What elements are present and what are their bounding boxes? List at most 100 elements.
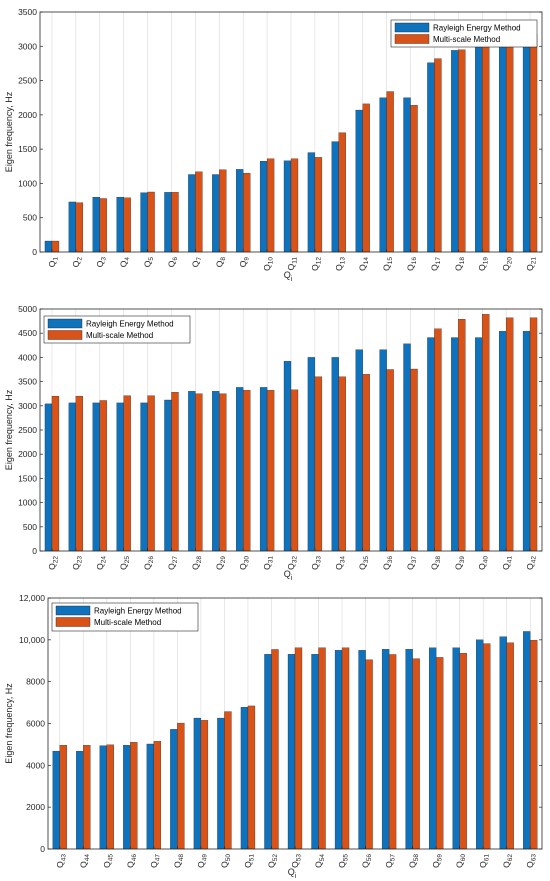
bar-multiscale	[200, 720, 209, 850]
x-tick-label: Q61	[478, 854, 491, 868]
bar-rayleigh	[116, 196, 124, 253]
x-tick-label: Q60	[455, 854, 468, 868]
bar-rayleigh	[212, 174, 220, 253]
y-tick-label: 0	[32, 247, 37, 257]
y-tick-label: 1000	[18, 178, 37, 188]
legend-label: Rayleigh Energy Method	[86, 320, 174, 329]
bar-multiscale	[153, 741, 162, 850]
x-tick-label: Q24	[95, 556, 108, 570]
legend-label: Rayleigh Energy Method	[94, 607, 182, 616]
x-tick-label: Q39	[453, 556, 466, 570]
x-tick-label: Q7	[190, 257, 203, 268]
y-tick-label: 3000	[18, 41, 37, 51]
bar-rayleigh	[236, 169, 244, 253]
legend: Rayleigh Energy Method Multi-scale Method	[51, 602, 199, 632]
y-tick-label: 4500	[18, 328, 37, 338]
x-tick-label: Q5	[143, 257, 156, 268]
bar-multiscale	[123, 395, 131, 552]
bar-rayleigh	[259, 160, 268, 253]
bar-rayleigh	[331, 357, 339, 552]
bar-rayleigh	[355, 109, 363, 253]
bar-multiscale	[51, 395, 60, 552]
x-tick-label: Q56	[361, 854, 374, 868]
bar-multiscale	[410, 105, 418, 253]
x-tick-label: Q54	[314, 854, 327, 868]
x-tick-label: Q49	[196, 854, 209, 868]
y-tick-label: 0	[32, 546, 37, 556]
bar-rayleigh	[523, 631, 531, 850]
bar-rayleigh	[240, 707, 249, 850]
bar-rayleigh	[283, 160, 292, 253]
bar-multiscale	[294, 647, 303, 850]
bar-rayleigh	[427, 337, 435, 552]
x-tick-label: Q37	[406, 556, 419, 570]
y-tick-label: 1000	[18, 498, 37, 508]
x-tick-label: Q23	[71, 556, 84, 570]
x-tick-label: Q18	[453, 257, 466, 271]
y-tick-label: 3000	[18, 401, 37, 411]
bar-multiscale	[362, 374, 370, 552]
y-tick-label: 2000	[18, 110, 37, 120]
bar-multiscale	[435, 657, 444, 850]
y-tick-label: 3500	[18, 7, 37, 17]
bar-multiscale	[434, 58, 442, 253]
y-tick-label: 4000	[26, 760, 45, 770]
legend-swatch	[394, 22, 430, 33]
bar-rayleigh	[68, 402, 77, 552]
bar-multiscale	[147, 395, 155, 552]
bar-multiscale	[75, 395, 84, 552]
y-tick-label: 1500	[18, 144, 37, 154]
x-tick-label: Q4	[119, 257, 131, 268]
bar-multiscale	[314, 376, 323, 552]
bar-rayleigh	[379, 97, 387, 253]
x-tick-label: Q59	[431, 854, 444, 868]
x-tick-label: Q27	[166, 556, 179, 570]
x-tick-label: Q62	[502, 854, 515, 868]
legend-label: Multi-scale Method	[86, 331, 153, 340]
bar-rayleigh	[123, 745, 131, 850]
bar-rayleigh	[68, 201, 77, 253]
bar-multiscale	[195, 171, 203, 253]
x-tick-label: Q63	[525, 854, 538, 868]
x-tick-label: Q38	[429, 556, 442, 570]
bar-rayleigh	[92, 196, 100, 253]
x-tick-label: Q16	[406, 257, 419, 271]
bar-rayleigh	[476, 639, 484, 850]
bar-multiscale	[83, 745, 91, 850]
x-axis-label: Qi	[284, 569, 293, 582]
x-tick-label: Q20	[501, 257, 513, 271]
bar-multiscale	[505, 42, 514, 253]
bar-multiscale	[338, 132, 346, 253]
x-tick-label: Q57	[384, 854, 397, 868]
bar-multiscale	[318, 647, 326, 850]
bar-rayleigh	[212, 391, 220, 552]
bar-multiscale	[123, 197, 131, 253]
bar-rayleigh	[217, 717, 225, 850]
x-tick-label: Q31	[262, 556, 275, 570]
x-tick-label: Q13	[334, 257, 347, 271]
bar-multiscale	[459, 653, 467, 850]
bar-multiscale	[243, 172, 251, 253]
bar-multiscale	[506, 642, 514, 850]
x-tick-label: Q9	[238, 257, 251, 268]
bar-rayleigh	[76, 750, 84, 850]
bar-multiscale	[410, 368, 418, 552]
bar-rayleigh	[334, 650, 343, 850]
x-tick-label: Q10	[262, 257, 275, 271]
bar-multiscale	[434, 328, 442, 552]
y-tick-label: 2000	[18, 449, 37, 459]
x-tick-label: Q33	[310, 556, 323, 570]
bar-rayleigh	[170, 729, 178, 850]
x-tick-label: Q12	[310, 257, 323, 271]
bar-multiscale	[483, 643, 491, 850]
bar-multiscale	[482, 314, 490, 552]
y-tick-label: 2500	[18, 425, 37, 435]
x-tick-label: Q35	[358, 556, 371, 570]
legend-label: Multi-scale Method	[433, 35, 500, 44]
bar-rayleigh	[405, 649, 413, 850]
x-tick-label: Q48	[172, 854, 185, 868]
bar-multiscale	[365, 659, 373, 850]
bar-multiscale	[271, 649, 279, 850]
x-axis-label: Qi	[284, 270, 293, 283]
y-tick-label: 500	[23, 213, 37, 223]
